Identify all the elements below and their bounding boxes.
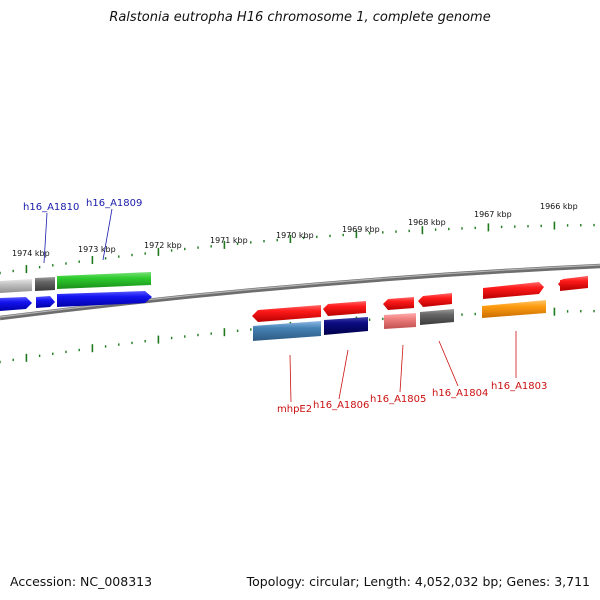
gene-arrow[interactable] <box>383 297 414 310</box>
label-leaders <box>43 208 517 403</box>
kbp-label: 1974 kbp <box>12 249 50 258</box>
gene-box[interactable] <box>482 300 546 318</box>
kbp-ticks-top <box>0 221 595 275</box>
gene-arrow[interactable] <box>36 296 55 308</box>
accession-text: Accession: NC_008313 <box>10 574 153 589</box>
kbp-label: 1968 kbp <box>408 218 446 227</box>
gene-box[interactable] <box>324 317 368 335</box>
kbp-label: 1973 kbp <box>78 245 116 254</box>
reverse-genes <box>252 276 588 322</box>
gene-label[interactable]: mhpE2 <box>277 404 312 415</box>
topology-text: Topology: circular; Length: 4,052,032 bp… <box>246 574 590 589</box>
kbp-labels: 1974 kbp 1973 kbp 1972 kbp 1971 kbp 1970… <box>12 202 578 258</box>
gene-arrow[interactable] <box>252 305 321 322</box>
gene-arrow[interactable] <box>323 301 366 316</box>
gene-box[interactable] <box>384 313 416 329</box>
chromosome-backbone <box>0 263 600 321</box>
kbp-label: 1967 kbp <box>474 210 512 219</box>
gene-label[interactable]: h16_A1805 <box>370 394 426 405</box>
gene-label[interactable]: h16_A1803 <box>491 381 547 392</box>
gene-arrow[interactable] <box>483 282 544 299</box>
gene-arrow[interactable] <box>57 291 152 307</box>
gene-label[interactable]: h16_A1806 <box>313 400 369 411</box>
gene-arrow[interactable] <box>35 277 55 291</box>
gene-box[interactable] <box>420 309 454 325</box>
map-title: Ralstonia eutropha H16 chromosome 1, com… <box>109 10 491 25</box>
gene-arrow[interactable] <box>0 297 32 311</box>
gene-label[interactable]: h16_A1809 <box>86 198 142 209</box>
gene-labels: h16_A1810 h16_A1809 mhpE2 h16_A1806 h16_… <box>23 198 547 415</box>
kbp-label: 1969 kbp <box>342 225 380 234</box>
kbp-label: 1970 kbp <box>276 231 314 240</box>
gene-box[interactable] <box>253 321 321 341</box>
gene-arrow[interactable] <box>57 272 151 289</box>
gene-label[interactable]: h16_A1810 <box>23 202 79 213</box>
reverse-genes-lower <box>253 300 546 341</box>
kbp-label: 1966 kbp <box>540 202 578 211</box>
gene-arrow[interactable] <box>0 279 32 293</box>
gene-arrow[interactable] <box>418 293 452 307</box>
gene-label[interactable]: h16_A1804 <box>432 388 488 399</box>
kbp-label: 1971 kbp <box>210 236 248 245</box>
forward-genes-lower <box>0 291 152 311</box>
gene-arrow[interactable] <box>558 276 588 290</box>
kbp-label: 1972 kbp <box>144 241 182 250</box>
